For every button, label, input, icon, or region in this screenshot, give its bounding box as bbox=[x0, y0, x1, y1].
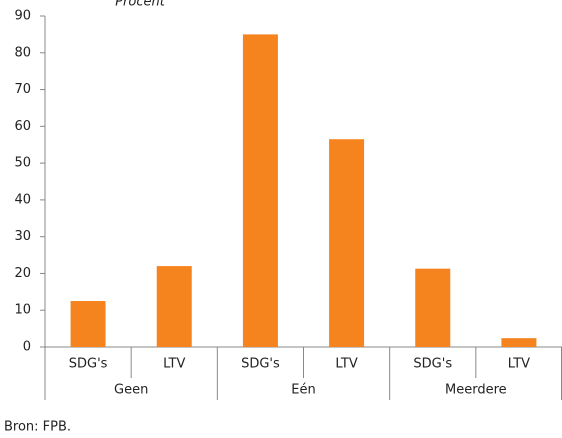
x-tick-label: LTV bbox=[508, 357, 530, 372]
source-note: Bron: FPB. bbox=[4, 420, 71, 435]
y-tick-label: 10 bbox=[14, 303, 31, 318]
y-tick-label: 50 bbox=[14, 156, 31, 171]
y-tick-label: 30 bbox=[14, 229, 31, 244]
y-tick-label: 0 bbox=[23, 340, 31, 355]
y-tick-label: 40 bbox=[14, 192, 31, 207]
x-tick-label: SDG's bbox=[413, 357, 452, 372]
bar bbox=[501, 338, 537, 347]
bar bbox=[415, 268, 451, 347]
bar bbox=[242, 34, 278, 348]
y-tick-label: 80 bbox=[14, 45, 31, 60]
bar bbox=[70, 301, 106, 347]
y-tick-label: 20 bbox=[14, 266, 31, 281]
bar bbox=[156, 266, 192, 347]
x-tick-label: SDG's bbox=[241, 357, 280, 372]
chart-title: Procent bbox=[115, 0, 166, 10]
x-tick-label: LTV bbox=[335, 357, 357, 372]
group-label: Eén bbox=[291, 383, 315, 398]
y-tick-label: 70 bbox=[14, 82, 31, 97]
y-tick-label: 90 bbox=[14, 9, 31, 24]
group-label: Geen bbox=[114, 383, 148, 398]
bar bbox=[329, 139, 365, 347]
x-tick-label: SDG's bbox=[69, 357, 108, 372]
x-tick-label: LTV bbox=[163, 357, 185, 372]
group-label: Meerdere bbox=[445, 383, 507, 398]
y-tick-label: 60 bbox=[14, 119, 31, 134]
